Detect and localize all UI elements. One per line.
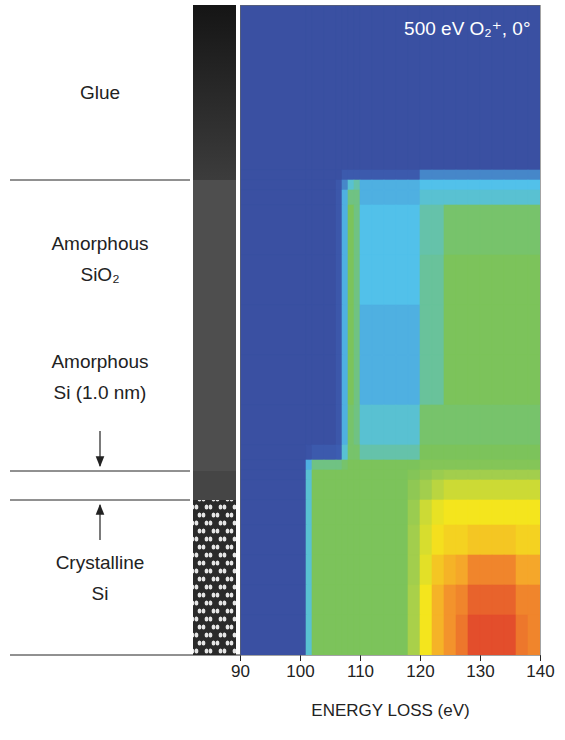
svg-text:500 eV O₂⁺, 0°: 500 eV O₂⁺, 0° [404, 18, 530, 39]
svg-text:110: 110 [347, 662, 374, 681]
svg-text:ENERGY LOSS (eV): ENERGY LOSS (eV) [311, 701, 469, 720]
svg-text:SiO₂: SiO₂ [80, 264, 119, 285]
svg-text:140: 140 [526, 662, 554, 681]
svg-text:Si (1.0 nm): Si (1.0 nm) [54, 382, 147, 403]
svg-text:Amorphous: Amorphous [51, 351, 148, 372]
svg-text:Glue: Glue [80, 82, 120, 103]
svg-text:130: 130 [466, 662, 494, 681]
svg-text:100: 100 [286, 662, 314, 681]
svg-text:90: 90 [231, 662, 250, 681]
svg-text:120: 120 [406, 662, 434, 681]
svg-text:Si: Si [92, 583, 109, 604]
svg-text:Amorphous: Amorphous [51, 233, 148, 254]
svg-text:Crystalline: Crystalline [56, 552, 145, 573]
